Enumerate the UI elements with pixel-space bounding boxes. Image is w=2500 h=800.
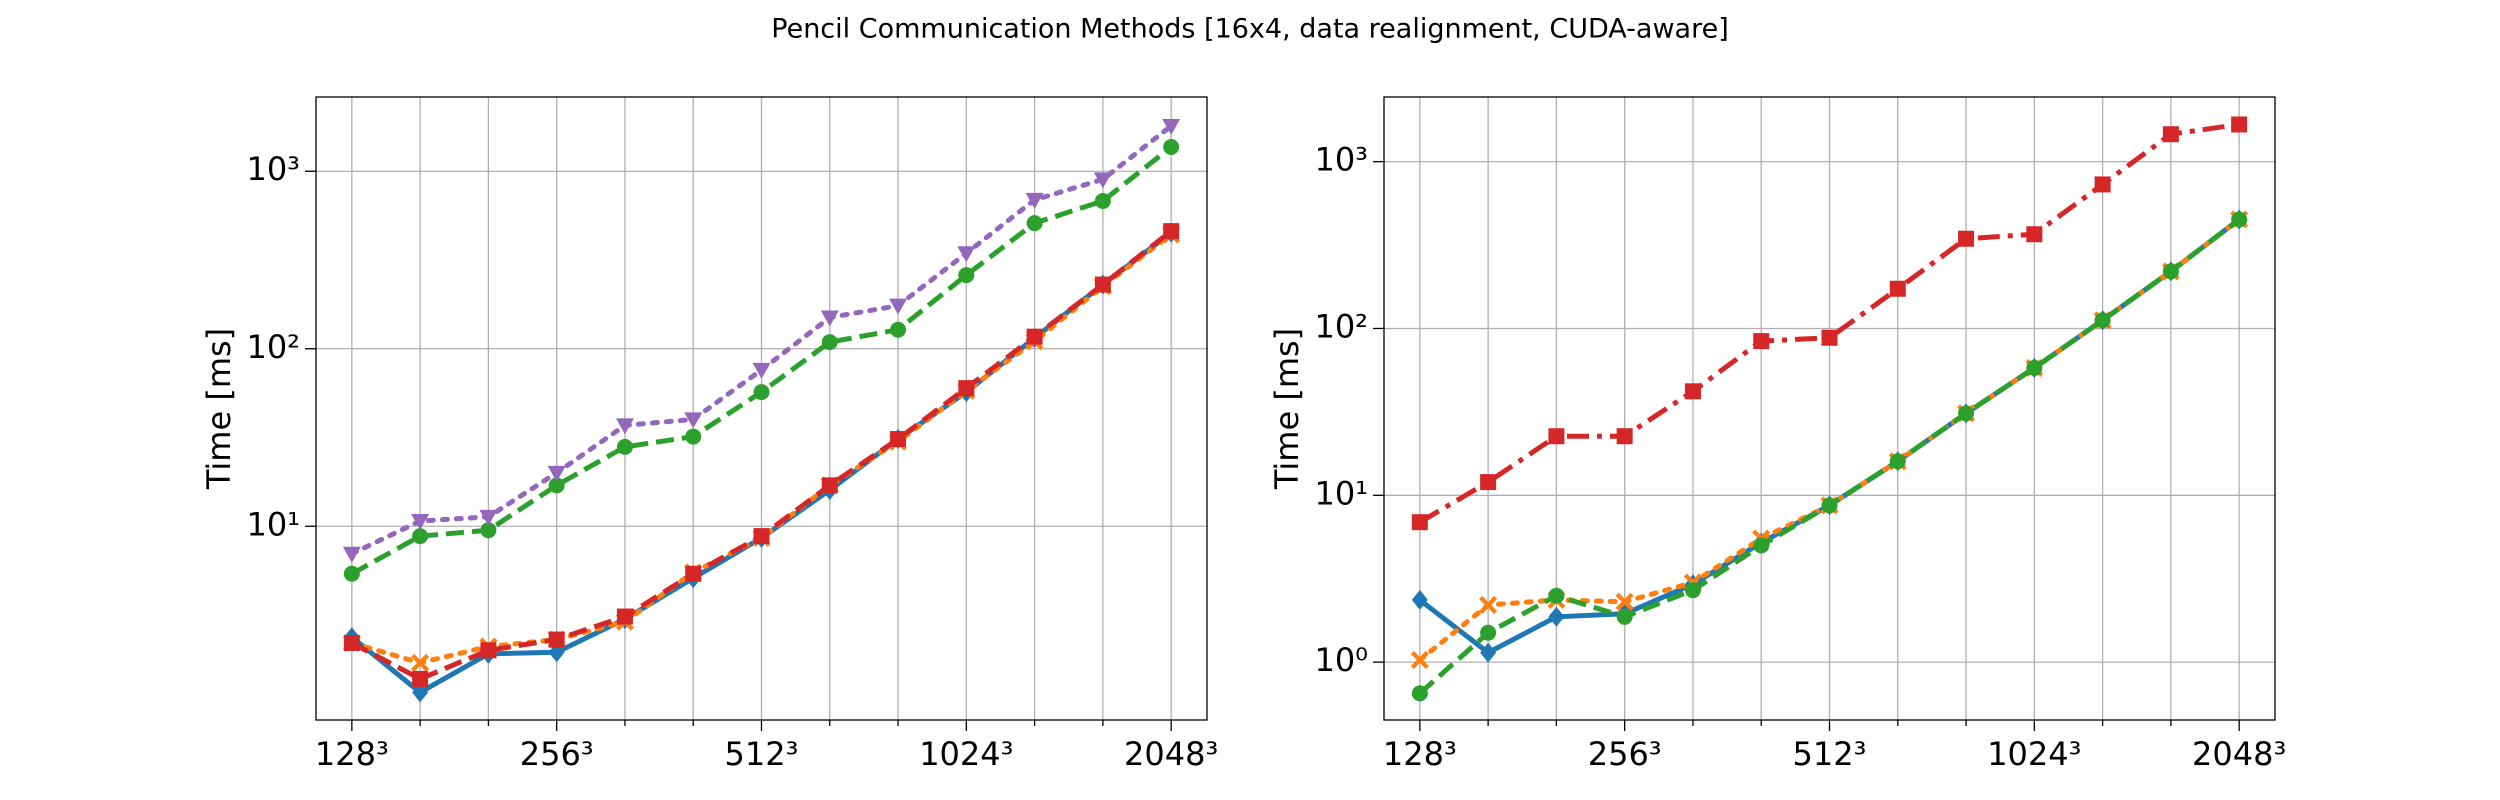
marker [343, 634, 360, 651]
y-axis-label: Time [ms] [200, 328, 238, 490]
marker [343, 565, 360, 582]
marker [958, 267, 975, 284]
marker [412, 670, 429, 687]
marker [1162, 118, 1181, 135]
marker [1094, 192, 1111, 209]
marker [1411, 589, 1428, 610]
marker [1821, 329, 1838, 346]
marker [1479, 596, 1498, 615]
axes-frame [1383, 96, 2276, 721]
x-tick-label: 1024³ [919, 735, 1013, 773]
marker [821, 477, 838, 494]
marker [2162, 263, 2179, 280]
marker [1025, 192, 1044, 209]
marker [2094, 176, 2111, 193]
marker [2231, 211, 2248, 228]
marker [342, 546, 361, 563]
marker [1958, 230, 1975, 247]
marker [2231, 116, 2248, 133]
marker [1410, 651, 1429, 670]
marker [1615, 592, 1634, 611]
marker [616, 608, 633, 625]
marker [2026, 359, 2043, 376]
marker [1094, 276, 1111, 293]
marker [1548, 606, 1565, 627]
x-tick-label: 512³ [1793, 735, 1867, 773]
marker [1889, 280, 1906, 297]
marker [753, 384, 770, 401]
marker [684, 412, 703, 429]
y-tick-label: 10³ [246, 150, 300, 188]
marker [412, 528, 429, 545]
marker [1616, 428, 1633, 445]
x-tick-label: 2048³ [1124, 735, 1218, 773]
y-tick-label: 10¹ [1314, 474, 1368, 512]
marker [1548, 428, 1565, 445]
marker [615, 418, 634, 435]
marker [1411, 685, 1428, 702]
y-tick-label: 10² [246, 328, 300, 366]
axes-frame [315, 96, 1208, 721]
x-tick-label: 256³ [1588, 735, 1662, 773]
marker [820, 310, 839, 327]
figure-title: Pencil Communication Methods [16x4, data… [771, 14, 1728, 45]
marker [2162, 126, 2179, 143]
y-axis-label: Time [ms] [1268, 328, 1306, 490]
marker [1480, 624, 1497, 641]
x-tick-label: 2048³ [2192, 735, 2286, 773]
x-tick-label: 512³ [725, 735, 799, 773]
marker [1480, 642, 1497, 663]
marker [890, 431, 907, 448]
marker [821, 334, 838, 351]
marker [1548, 587, 1565, 604]
marker [890, 321, 907, 338]
marker [2026, 226, 2043, 243]
marker [1026, 215, 1043, 232]
marker [1480, 474, 1497, 491]
marker [958, 380, 975, 397]
marker [752, 362, 771, 379]
marker [1026, 328, 1043, 345]
marker [1821, 497, 1838, 514]
marker [1616, 608, 1633, 625]
marker [1753, 333, 1770, 350]
marker [753, 528, 770, 545]
y-tick-label: 10³ [1314, 141, 1368, 179]
marker [1684, 383, 1701, 400]
x-tick-label: 128³ [315, 735, 389, 773]
marker [1753, 537, 1770, 554]
marker [685, 428, 702, 445]
marker [1958, 405, 1975, 422]
marker [411, 653, 430, 672]
marker [548, 631, 565, 648]
x-tick-label: 128³ [1383, 735, 1457, 773]
marker [1093, 172, 1112, 189]
marker [957, 246, 976, 263]
y-tick-label: 10¹ [246, 505, 300, 543]
marker [685, 565, 702, 582]
marker [616, 438, 633, 455]
marker [479, 509, 498, 526]
marker [480, 642, 497, 659]
marker [1411, 514, 1428, 531]
marker [547, 465, 566, 482]
marker [480, 522, 497, 539]
marker [412, 682, 429, 703]
marker [1889, 453, 1906, 470]
marker [889, 298, 908, 315]
marker [2094, 312, 2111, 329]
x-tick-label: 256³ [520, 735, 594, 773]
y-tick-label: 10⁰ [1314, 641, 1368, 679]
marker [1163, 138, 1180, 155]
marker [411, 514, 430, 531]
marker [548, 477, 565, 494]
marker [1163, 223, 1180, 240]
x-tick-label: 1024³ [1987, 735, 2081, 773]
marker [1684, 582, 1701, 599]
y-tick-label: 10² [1314, 307, 1368, 345]
